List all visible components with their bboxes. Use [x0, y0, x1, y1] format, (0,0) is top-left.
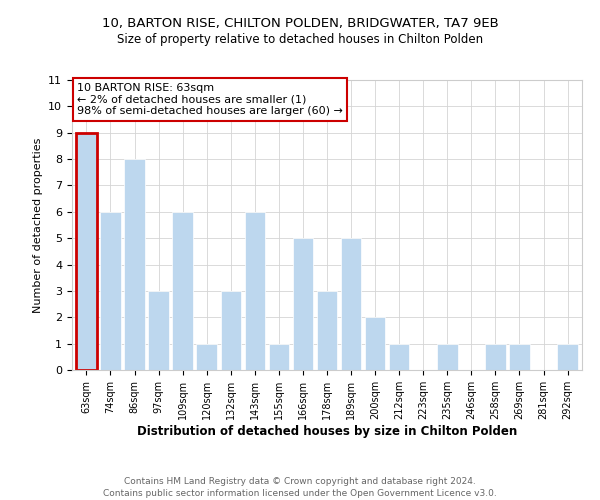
Bar [269, 344, 289, 370]
Text: Contains HM Land Registry data © Crown copyright and database right 2024.: Contains HM Land Registry data © Crown c… [124, 478, 476, 486]
X-axis label: Distribution of detached houses by size in Chilton Polden: Distribution of detached houses by size … [137, 424, 517, 438]
Bar [389, 344, 409, 370]
Bar [365, 318, 385, 370]
Bar [100, 212, 121, 370]
Bar [293, 238, 313, 370]
Text: 10, BARTON RISE, CHILTON POLDEN, BRIDGWATER, TA7 9EB: 10, BARTON RISE, CHILTON POLDEN, BRIDGWA… [101, 18, 499, 30]
Bar [76, 132, 97, 370]
Text: Size of property relative to detached houses in Chilton Polden: Size of property relative to detached ho… [117, 32, 483, 46]
Bar [221, 291, 241, 370]
Bar [341, 238, 361, 370]
Bar [245, 212, 265, 370]
Text: 10 BARTON RISE: 63sqm
← 2% of detached houses are smaller (1)
98% of semi-detach: 10 BARTON RISE: 63sqm ← 2% of detached h… [77, 83, 343, 116]
Bar [196, 344, 217, 370]
Bar [509, 344, 530, 370]
Y-axis label: Number of detached properties: Number of detached properties [33, 138, 43, 312]
Bar [557, 344, 578, 370]
Bar [437, 344, 458, 370]
Bar [317, 291, 337, 370]
Bar [124, 159, 145, 370]
Bar [148, 291, 169, 370]
Bar [485, 344, 506, 370]
Text: Contains public sector information licensed under the Open Government Licence v3: Contains public sector information licen… [103, 489, 497, 498]
Bar [172, 212, 193, 370]
